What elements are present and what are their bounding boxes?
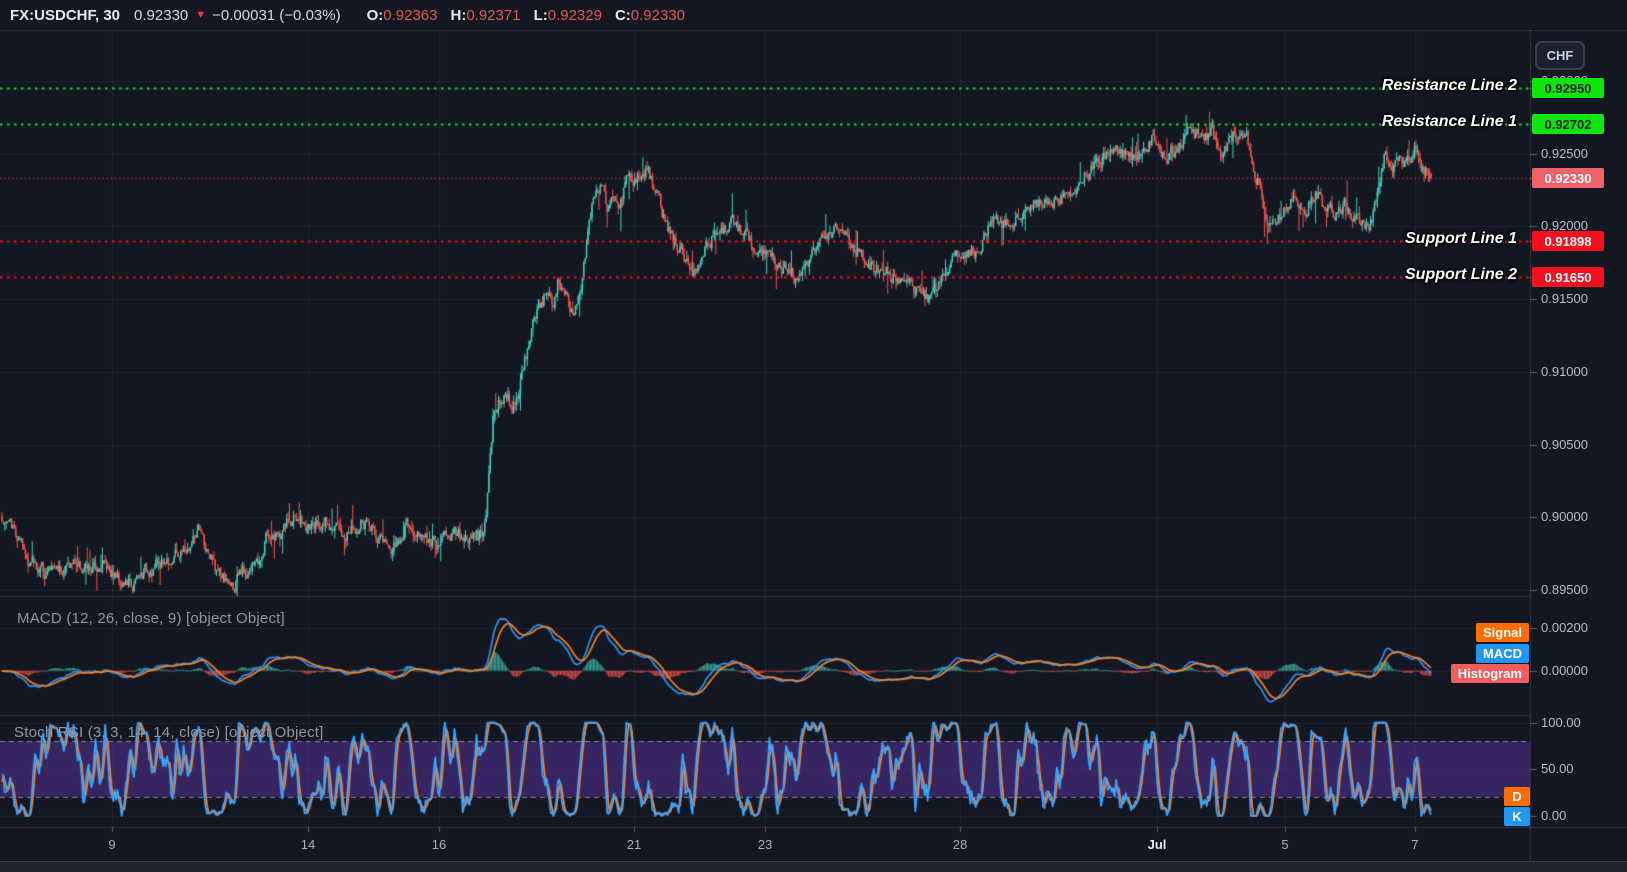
price-axis-label: 0.92500 bbox=[1541, 145, 1588, 161]
signal-series-badge: Signal bbox=[1475, 622, 1529, 642]
symbol-title[interactable]: FX:USDCHF, 30 bbox=[10, 6, 121, 24]
price-tag-0.91898: 0.91898 bbox=[1532, 231, 1604, 252]
level-name-resistance-line-2[interactable]: Resistance Line 2 bbox=[1381, 77, 1517, 95]
level-name-support-line-1[interactable]: Support Line 1 bbox=[1405, 230, 1517, 248]
time-axis-label: 7 bbox=[1411, 837, 1419, 852]
macd-axis-label: 0.00000 bbox=[1541, 662, 1588, 678]
price-tag-0.92702: 0.92702 bbox=[1532, 114, 1604, 135]
price-axis-label: 0.90000 bbox=[1541, 509, 1588, 525]
k-series-badge: K bbox=[1504, 806, 1530, 826]
time-axis-label: 28 bbox=[952, 837, 968, 852]
open-value: O:0.92363 bbox=[366, 6, 438, 24]
time-axis-label: 9 bbox=[108, 837, 116, 852]
stoch-axis-label: 0.00 bbox=[1541, 807, 1567, 823]
histogram-series-badge: Histogram bbox=[1450, 664, 1529, 683]
time-axis-label: 14 bbox=[300, 837, 316, 852]
time-axis-label: 16 bbox=[431, 837, 447, 852]
time-axis-label: 23 bbox=[757, 837, 773, 852]
price-tag-0.92950: 0.92950 bbox=[1532, 78, 1604, 99]
price-tag-0.92330: 0.92330 bbox=[1532, 168, 1604, 189]
time-axis-label: 5 bbox=[1281, 837, 1289, 852]
high-value: H:0.92371 bbox=[450, 6, 521, 24]
macd-series-badge: MACD bbox=[1476, 643, 1529, 663]
price-axis-label: 0.89500 bbox=[1541, 582, 1588, 598]
price-axis-label: 0.91500 bbox=[1541, 291, 1588, 307]
macd-legend[interactable]: MACD (12, 26, close, 9) [object Object] bbox=[17, 610, 285, 627]
down-triangle-icon: ▼ bbox=[195, 9, 207, 21]
level-name-support-line-2[interactable]: Support Line 2 bbox=[1405, 266, 1517, 284]
stoch-axis-label: 100.00 bbox=[1541, 714, 1581, 730]
price-axis-label: 0.92000 bbox=[1541, 218, 1588, 234]
currency-badge[interactable]: CHF bbox=[1535, 41, 1585, 70]
time-axis-label: Jul bbox=[1147, 837, 1167, 852]
bottom-strip bbox=[0, 861, 1627, 872]
price-axis-label: 0.91000 bbox=[1541, 363, 1588, 379]
macd-axis-label: 0.00200 bbox=[1541, 619, 1588, 635]
stochrsi-legend[interactable]: Stoch RSI (3, 3, 14, 14, close) [object … bbox=[14, 724, 324, 741]
last-price: 0.92330 bbox=[134, 6, 189, 24]
d-series-badge: D bbox=[1504, 786, 1530, 806]
price-change: −0.00031 (−0.03%) bbox=[212, 6, 341, 24]
price-axis-label: 0.90500 bbox=[1541, 436, 1588, 452]
price-tag-0.91650: 0.91650 bbox=[1532, 267, 1604, 288]
low-value: L:0.92329 bbox=[533, 6, 602, 24]
symbol-info-bar: FX:USDCHF, 30 0.92330 ▼ −0.00031 (−0.03%… bbox=[0, 0, 1627, 30]
level-name-resistance-line-1[interactable]: Resistance Line 1 bbox=[1381, 113, 1517, 131]
close-value: C:0.92330 bbox=[614, 6, 686, 24]
time-axis-label: 21 bbox=[626, 837, 642, 852]
stoch-axis-label: 50.00 bbox=[1541, 761, 1574, 777]
